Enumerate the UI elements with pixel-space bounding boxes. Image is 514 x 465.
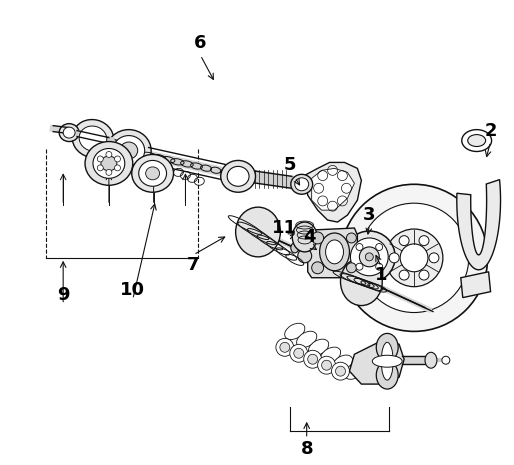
Polygon shape — [311, 168, 355, 210]
Text: 3: 3 — [363, 206, 376, 224]
Circle shape — [419, 236, 429, 246]
Ellipse shape — [63, 127, 75, 138]
Circle shape — [399, 236, 409, 246]
Ellipse shape — [340, 184, 488, 332]
Ellipse shape — [291, 174, 313, 194]
Polygon shape — [457, 179, 501, 270]
Circle shape — [356, 263, 363, 270]
Circle shape — [376, 244, 382, 251]
Ellipse shape — [120, 142, 138, 159]
Polygon shape — [305, 162, 361, 222]
Text: 6: 6 — [194, 34, 207, 52]
Text: 4: 4 — [303, 228, 316, 246]
Circle shape — [399, 270, 409, 280]
Ellipse shape — [295, 178, 309, 191]
Ellipse shape — [359, 247, 379, 267]
Ellipse shape — [227, 166, 249, 186]
Ellipse shape — [93, 148, 125, 178]
Ellipse shape — [139, 160, 167, 186]
Ellipse shape — [325, 240, 343, 264]
Circle shape — [106, 169, 112, 175]
Ellipse shape — [468, 134, 486, 146]
Ellipse shape — [235, 207, 280, 257]
Ellipse shape — [221, 160, 255, 192]
Circle shape — [419, 270, 429, 280]
Ellipse shape — [59, 124, 79, 141]
Ellipse shape — [79, 126, 107, 151]
Circle shape — [290, 344, 308, 362]
Ellipse shape — [333, 355, 353, 372]
Ellipse shape — [344, 363, 364, 379]
Polygon shape — [350, 339, 404, 384]
Ellipse shape — [365, 253, 373, 261]
Circle shape — [115, 165, 120, 171]
Text: 2: 2 — [484, 122, 497, 140]
Ellipse shape — [320, 347, 341, 364]
Ellipse shape — [462, 130, 491, 152]
Text: 7: 7 — [187, 256, 199, 274]
Ellipse shape — [72, 120, 114, 158]
Circle shape — [376, 263, 382, 270]
Ellipse shape — [376, 361, 398, 389]
Ellipse shape — [298, 249, 311, 263]
Text: 10: 10 — [120, 281, 145, 299]
Ellipse shape — [351, 238, 388, 276]
Circle shape — [442, 356, 450, 364]
Ellipse shape — [285, 323, 305, 339]
Circle shape — [106, 152, 112, 158]
Ellipse shape — [132, 154, 174, 192]
Circle shape — [115, 156, 120, 162]
Ellipse shape — [106, 130, 151, 172]
Ellipse shape — [297, 331, 317, 347]
Ellipse shape — [385, 229, 443, 287]
Circle shape — [332, 362, 350, 380]
Circle shape — [346, 263, 356, 273]
Ellipse shape — [101, 156, 117, 171]
Circle shape — [294, 348, 304, 358]
Circle shape — [311, 232, 324, 244]
Circle shape — [322, 360, 332, 370]
Ellipse shape — [113, 136, 144, 166]
Circle shape — [346, 233, 356, 243]
Ellipse shape — [343, 231, 395, 283]
Ellipse shape — [425, 352, 437, 368]
Ellipse shape — [340, 258, 382, 306]
Circle shape — [97, 156, 103, 162]
Polygon shape — [461, 272, 490, 298]
Circle shape — [97, 165, 103, 171]
Circle shape — [318, 356, 336, 374]
Ellipse shape — [292, 222, 317, 252]
Text: 8: 8 — [300, 440, 313, 458]
Circle shape — [276, 339, 294, 356]
Polygon shape — [308, 228, 357, 278]
Ellipse shape — [291, 243, 299, 253]
Circle shape — [356, 244, 363, 251]
Text: 11: 11 — [272, 219, 297, 237]
Circle shape — [336, 366, 345, 376]
Text: 9: 9 — [57, 286, 69, 304]
Ellipse shape — [320, 233, 350, 271]
Text: 5: 5 — [284, 156, 296, 174]
Ellipse shape — [85, 141, 133, 185]
Circle shape — [311, 262, 324, 274]
Ellipse shape — [308, 339, 329, 355]
Ellipse shape — [400, 244, 428, 272]
Circle shape — [304, 350, 322, 368]
Ellipse shape — [359, 203, 469, 312]
Circle shape — [389, 253, 399, 263]
Ellipse shape — [372, 355, 402, 367]
Circle shape — [308, 354, 318, 364]
Ellipse shape — [381, 342, 393, 380]
Ellipse shape — [376, 333, 398, 361]
Text: 1: 1 — [375, 266, 388, 284]
Circle shape — [280, 342, 290, 352]
Circle shape — [429, 253, 439, 263]
Ellipse shape — [145, 167, 159, 180]
